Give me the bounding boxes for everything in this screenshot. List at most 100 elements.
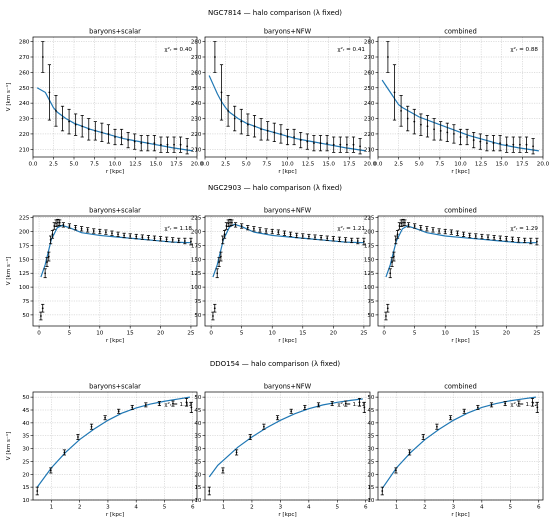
data-point: [190, 240, 192, 243]
data-point: [92, 230, 95, 232]
data-point: [98, 230, 101, 233]
data-point: [505, 237, 508, 240]
x-tick-label: 17.5: [170, 162, 183, 168]
data-point: [344, 402, 347, 405]
data-point: [235, 451, 238, 454]
model-curve: [385, 225, 537, 278]
x-axis-label: r [kpc]: [106, 338, 124, 344]
data-point: [459, 136, 462, 138]
suptitle-ngc7814: NGC7814 — halo comparison (λ fixed): [208, 9, 342, 17]
x-tick-label: 20.0: [364, 162, 377, 168]
y-tick-label: 30: [367, 447, 375, 453]
data-point: [114, 136, 116, 138]
data-point: [74, 123, 77, 126]
data-point: [487, 236, 489, 239]
data-point: [153, 237, 156, 240]
data-point: [58, 221, 61, 224]
y-tick-label: 45: [194, 408, 202, 414]
data-point: [172, 402, 174, 405]
data-point: [381, 490, 384, 492]
y-tick-label: 280: [364, 40, 375, 46]
data-point: [49, 469, 52, 472]
data-point: [319, 142, 322, 145]
data-point: [293, 136, 295, 138]
x-tick-label: 20: [330, 331, 338, 337]
x-tick-label: 25: [533, 331, 541, 337]
suptitle-ddo154: DDO154 — halo comparison (λ fixed): [210, 360, 341, 368]
data-point: [290, 410, 293, 413]
data-point: [363, 406, 366, 409]
x-tick-label: 10.0: [454, 162, 467, 168]
x-tick-label: 7.5: [435, 162, 444, 168]
data-point: [400, 109, 402, 112]
x-tick-label: 15: [472, 331, 480, 337]
data-point: [36, 490, 39, 492]
data-point: [68, 120, 70, 123]
y-tick-label: 225: [364, 216, 375, 222]
x-axis-label: r [kpc]: [106, 512, 124, 518]
x-axis-label: r [kpc]: [278, 169, 296, 175]
x-tick-label: 5.0: [242, 162, 251, 168]
x-tick-label: 10: [269, 331, 277, 337]
axes-frame: [32, 215, 198, 327]
data-point: [247, 123, 249, 126]
data-point: [146, 142, 149, 145]
data-point: [392, 255, 395, 258]
data-point: [173, 143, 175, 146]
y-tick-label: 175: [191, 243, 202, 249]
y-tick-label: 25: [194, 459, 202, 465]
data-point: [44, 272, 47, 275]
data-point: [107, 133, 110, 135]
data-point: [474, 235, 477, 237]
panel-ngc2903-baryons-scalar: 0 5 10 15 20 25 50 75 100 125 150 175 200 225 r [kpc] V…: [5, 207, 198, 344]
data-point: [479, 140, 482, 143]
data-point: [511, 238, 514, 241]
data-point: [233, 117, 236, 120]
data-point: [453, 133, 455, 135]
data-point: [74, 226, 77, 229]
suptitle-ngc2903: NGC2903 — halo comparison (λ fixed): [208, 184, 342, 192]
data-point: [450, 231, 453, 234]
data-point: [301, 235, 304, 237]
data-point: [433, 128, 435, 131]
data-point: [303, 406, 306, 409]
data-point: [190, 406, 193, 409]
data-point: [435, 425, 438, 428]
data-point: [394, 238, 397, 241]
panel-ngc7814-baryons-scalar: 0.0 2.5 5.0 7.5 10.0 12.5 15.0 17.5 20.0 210 220 23…: [5, 28, 204, 176]
data-point: [407, 223, 410, 226]
y-tick-label: 20: [194, 472, 202, 478]
data-point: [395, 469, 397, 472]
data-point: [41, 307, 44, 310]
panel-ngc7814-baryons-nfw: 0.0 2.5 5.0 7.5 10.0 12.5 15.0 17.5 20.0 210 220 23…: [191, 28, 377, 176]
panel-title: baryons+scalar: [89, 28, 141, 36]
x-tick-label: 7.5: [262, 162, 271, 168]
data-point: [120, 136, 123, 138]
y-tick-label: 125: [19, 271, 30, 277]
data-point: [462, 233, 465, 236]
data-point: [403, 221, 406, 224]
x-tick-label: 3: [279, 505, 283, 511]
data-point: [127, 139, 130, 141]
x-axis-label: r [kpc]: [278, 338, 296, 344]
data-point: [41, 56, 44, 58]
y-tick-label: 50: [367, 395, 375, 401]
y-tick-label: 15: [194, 485, 202, 491]
data-point: [117, 233, 119, 236]
x-tick-label: 15: [127, 331, 135, 337]
data-point: [271, 230, 274, 233]
data-point: [90, 425, 93, 428]
chi2-annotation: χ²ᵣ = 0.88: [510, 46, 538, 53]
data-point: [234, 223, 237, 226]
x-axis-label: r [kpc]: [451, 512, 469, 518]
data-point: [80, 227, 83, 230]
axes-frame: [204, 215, 371, 327]
y-tick-label: 75: [367, 299, 375, 305]
data-point: [219, 255, 222, 258]
y-tick-label: 220: [191, 132, 202, 138]
data-point: [277, 231, 280, 234]
data-point: [48, 91, 51, 94]
chi2-annotation: χ²ᵣ = 1.11: [337, 401, 365, 408]
data-point: [472, 139, 475, 141]
y-tick-label: 175: [19, 243, 30, 249]
